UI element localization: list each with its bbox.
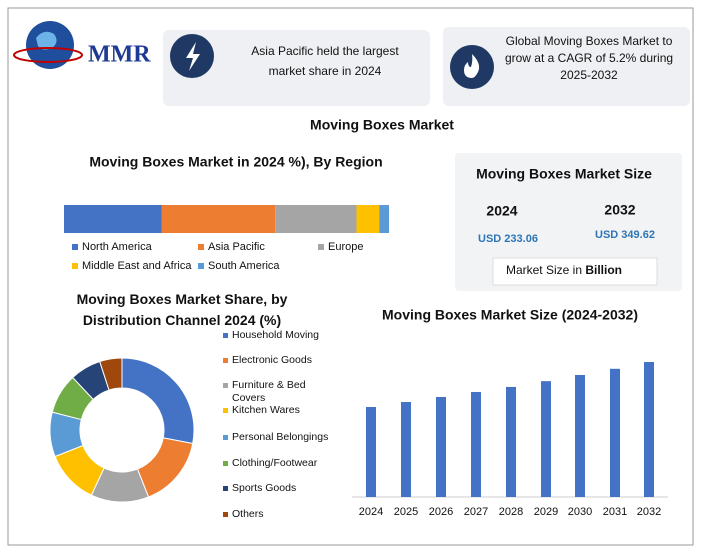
donut-slice bbox=[99, 357, 123, 391]
card bbox=[443, 27, 690, 106]
legend-swatch bbox=[223, 512, 228, 517]
bar-segment bbox=[161, 205, 276, 233]
legend-label: Others bbox=[232, 508, 264, 520]
logo-text: MMR bbox=[88, 42, 151, 68]
bar bbox=[575, 374, 585, 497]
legend-label: Kitchen Wares bbox=[232, 404, 300, 416]
legend-swatch bbox=[72, 244, 78, 250]
size-card bbox=[455, 153, 682, 291]
bar bbox=[471, 391, 481, 497]
note-box bbox=[492, 257, 658, 286]
amount: USD 349.62 bbox=[595, 229, 655, 241]
legend-swatch bbox=[223, 461, 228, 466]
legend-swatch bbox=[223, 435, 228, 440]
card-text: Global Moving Boxes Market to grow at a C… bbox=[505, 34, 673, 82]
x-tick-label: 2031 bbox=[603, 506, 627, 518]
chart-title: Moving Boxes Market Share, by Distributio… bbox=[77, 291, 288, 328]
frame bbox=[7, 7, 694, 546]
size-title: Moving Boxes Market Size bbox=[476, 166, 652, 182]
logo: MMR bbox=[13, 21, 151, 69]
card-text: Asia Pacific held the largest market shar… bbox=[251, 44, 399, 78]
amount: USD 233.06 bbox=[478, 233, 538, 245]
chart-title: Moving Boxes Market Size (2024-2032) bbox=[382, 307, 638, 323]
legend-label: North America bbox=[82, 241, 153, 253]
legend-swatch bbox=[72, 263, 78, 269]
legend-label: Electronic Goods bbox=[232, 354, 312, 366]
x-tick-label: 2029 bbox=[534, 506, 558, 518]
x-tick-label: 2024 bbox=[359, 506, 383, 518]
bar-segment bbox=[275, 205, 357, 233]
legend-swatch bbox=[198, 263, 204, 269]
x-tick-label: 2032 bbox=[637, 506, 661, 518]
bar bbox=[366, 407, 376, 497]
bar-segment bbox=[379, 205, 389, 233]
year: 2032 bbox=[604, 202, 635, 218]
donut-slice bbox=[136, 437, 194, 498]
flame-icon bbox=[464, 54, 480, 78]
x-tick-label: 2030 bbox=[568, 506, 592, 518]
bar bbox=[436, 396, 446, 497]
legend-label: South America bbox=[208, 260, 280, 272]
bar bbox=[541, 381, 551, 497]
legend-label: Europe bbox=[328, 241, 363, 253]
main-title: Moving Boxes Market bbox=[310, 117, 454, 133]
legend-label: Personal Belongings bbox=[232, 431, 329, 443]
note-text: Market Size in bbox=[506, 263, 582, 277]
x-tick-label: 2026 bbox=[429, 506, 453, 518]
bar-segment bbox=[64, 205, 162, 233]
x-tick-label: 2027 bbox=[464, 506, 488, 518]
legend-swatch bbox=[223, 358, 228, 363]
year: 2024 bbox=[486, 203, 517, 219]
bar-segment bbox=[356, 205, 380, 233]
x-tick-label: 2025 bbox=[394, 506, 418, 518]
note-bold: Billion bbox=[585, 263, 622, 277]
donut-slice bbox=[121, 357, 195, 445]
legend-label: Asia Pacific bbox=[208, 241, 265, 253]
bolt-icon bbox=[186, 42, 200, 71]
legend-swatch bbox=[223, 408, 228, 413]
legend-swatch bbox=[198, 244, 204, 250]
legend-swatch bbox=[223, 333, 228, 338]
bar bbox=[644, 362, 654, 497]
legend-label: Household Moving bbox=[232, 329, 319, 341]
legend-label: Clothing/Footwear bbox=[232, 457, 318, 469]
chart-title: Moving Boxes Market in 2024 %), By Regio… bbox=[89, 154, 382, 170]
note: Market Size in Billion bbox=[506, 263, 622, 277]
legend-swatch bbox=[223, 383, 228, 388]
bar bbox=[506, 386, 516, 497]
bar bbox=[401, 402, 411, 497]
x-tick-label: 2028 bbox=[499, 506, 523, 518]
legend-label: Middle East and Africa bbox=[82, 260, 192, 272]
legend-label: Sports Goods bbox=[232, 482, 297, 494]
legend-swatch bbox=[223, 486, 228, 491]
legend-label: Furniture & Bed Covers bbox=[232, 379, 306, 404]
bar bbox=[610, 368, 620, 497]
legend-swatch bbox=[318, 244, 324, 250]
card bbox=[163, 30, 430, 106]
